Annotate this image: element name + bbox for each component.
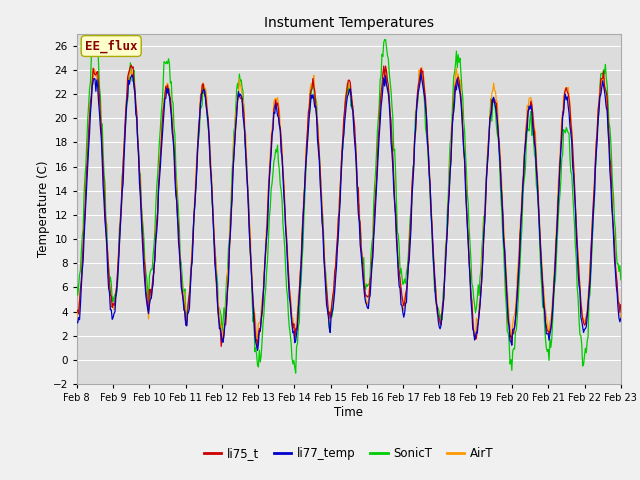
AirT — [472, 336, 479, 342]
AirT — [437, 318, 445, 324]
li77_temp — [320, 256, 328, 262]
AirT — [394, 252, 401, 257]
SonicT — [73, 283, 81, 288]
SonicT — [321, 262, 328, 268]
AirT — [73, 318, 81, 324]
SonicT — [91, 37, 99, 43]
li77_temp — [417, 70, 425, 76]
li77_temp — [394, 271, 402, 277]
AirT — [213, 282, 221, 288]
SonicT — [438, 317, 445, 323]
li75_t — [438, 311, 445, 316]
AirT — [484, 142, 492, 147]
li77_temp — [484, 151, 492, 157]
li75_t — [170, 144, 178, 150]
li77_temp — [169, 136, 177, 142]
SonicT — [484, 144, 492, 149]
li77_temp — [213, 281, 221, 287]
SonicT — [617, 277, 625, 283]
li75_t — [73, 307, 81, 313]
AirT — [169, 133, 177, 139]
Legend: li75_t, li77_temp, SonicT, AirT: li75_t, li77_temp, SonicT, AirT — [199, 443, 499, 465]
li75_t — [617, 302, 625, 308]
li75_t — [214, 300, 221, 306]
AirT — [418, 65, 426, 71]
li77_temp — [617, 315, 625, 321]
Line: AirT: AirT — [77, 68, 621, 339]
li77_temp — [73, 319, 81, 325]
li77_temp — [438, 314, 445, 320]
li75_t — [321, 264, 328, 270]
AirT — [617, 317, 625, 323]
SonicT — [292, 370, 300, 376]
Line: li75_t: li75_t — [77, 65, 621, 349]
li75_t — [484, 144, 492, 150]
Text: EE_flux: EE_flux — [85, 39, 138, 53]
Y-axis label: Temperature (C): Temperature (C) — [36, 160, 50, 257]
SonicT — [396, 244, 403, 250]
li75_t — [253, 346, 261, 352]
Line: SonicT: SonicT — [77, 40, 621, 373]
li77_temp — [253, 348, 261, 353]
li75_t — [127, 62, 135, 68]
AirT — [319, 223, 327, 229]
li75_t — [396, 269, 403, 275]
Title: Instument Temperatures: Instument Temperatures — [264, 16, 434, 30]
SonicT — [214, 280, 221, 286]
X-axis label: Time: Time — [334, 406, 364, 419]
SonicT — [170, 124, 178, 130]
Line: li77_temp: li77_temp — [77, 73, 621, 350]
